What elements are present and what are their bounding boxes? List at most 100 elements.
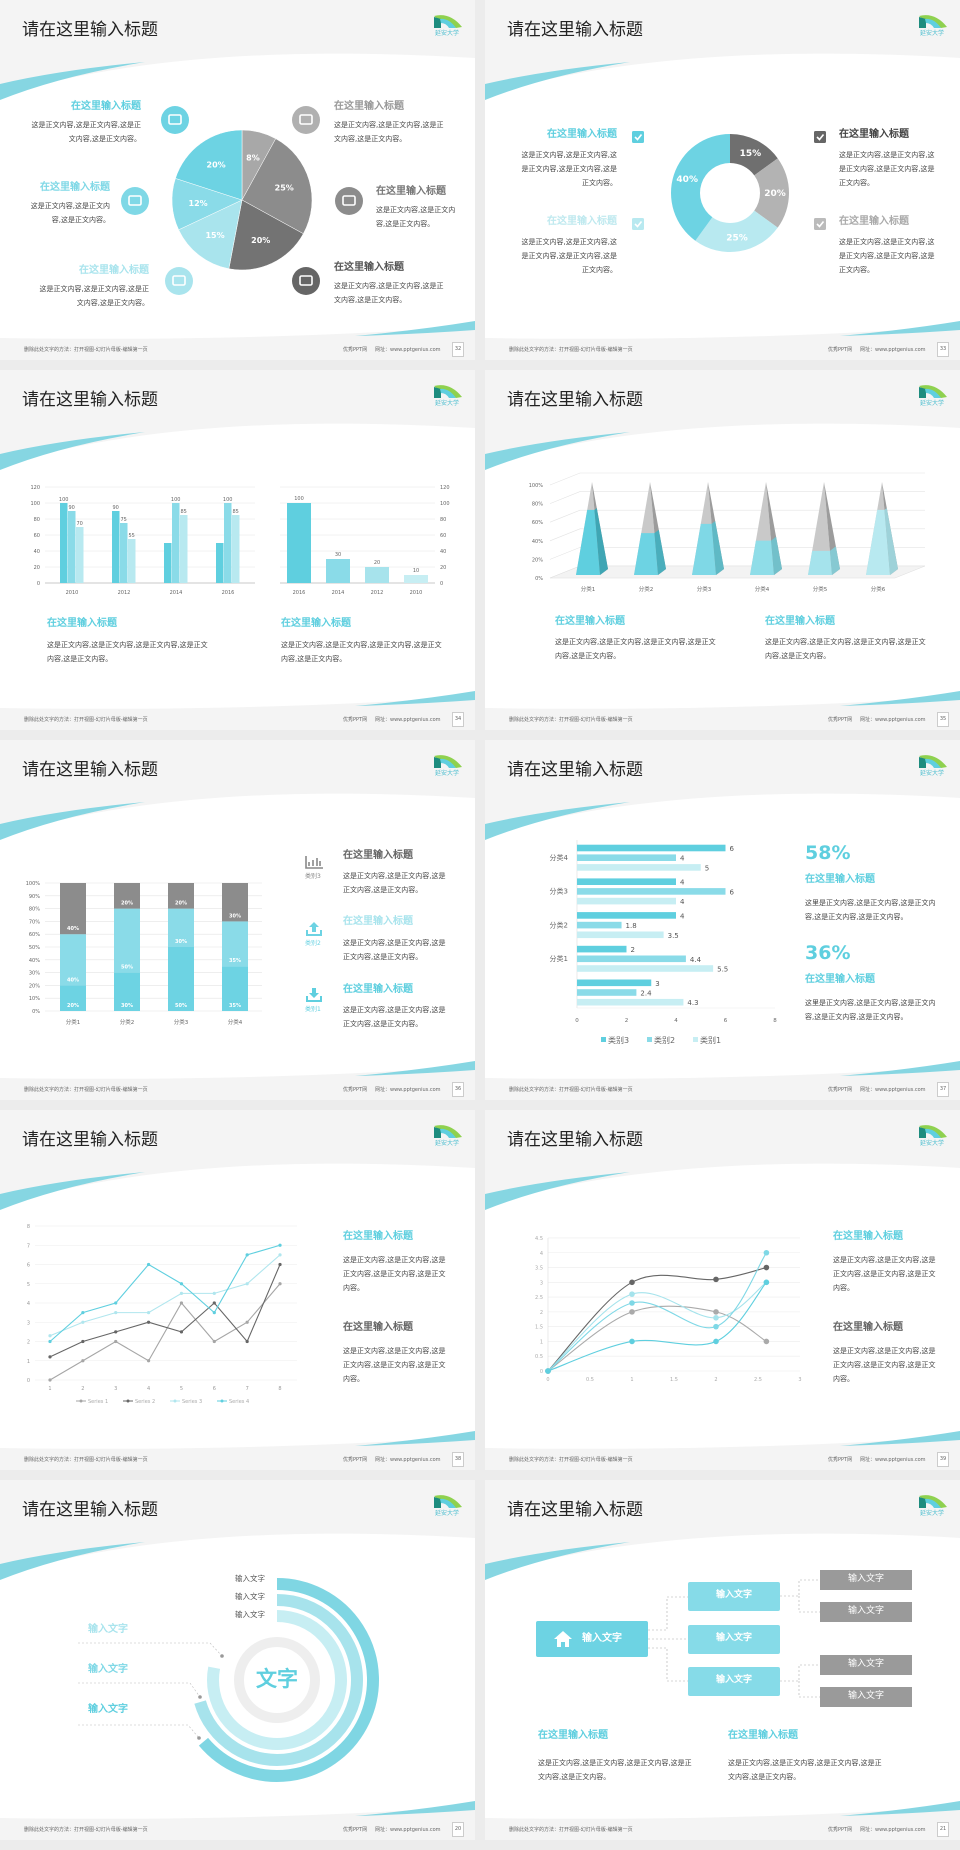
item-heading: 在这里输入标题 bbox=[334, 101, 404, 112]
item-body: 这是正文内容,这是正文内容,这是正文内容,这是正文内容,这是正文内容。 bbox=[833, 1347, 936, 1383]
data-point bbox=[245, 1253, 249, 1257]
y-tick-label: 120 bbox=[440, 485, 450, 491]
x-tick-label: 2 bbox=[625, 1018, 629, 1024]
x-tick-label: 2012 bbox=[371, 590, 384, 596]
connector-dot bbox=[220, 1654, 224, 1658]
slide-32: 请在这里输入标题 延安大学 删除此处文字的方法：打开视图-幻灯片母版-编辑第一页 优秀… bbox=[0, 0, 475, 360]
bottom-swoosh bbox=[840, 691, 960, 706]
x-tick-label: 4 bbox=[147, 1386, 150, 1392]
mid-node[interactable]: 输入文字 bbox=[688, 1625, 780, 1654]
side-label: 输入文字 bbox=[88, 1664, 128, 1675]
y-tick-label: 分类1 bbox=[550, 954, 568, 963]
segment-label: 50% bbox=[175, 1003, 187, 1009]
series-line bbox=[49, 1254, 281, 1337]
bar bbox=[577, 878, 676, 885]
x-tick-label: 2014 bbox=[170, 590, 183, 596]
download-icon bbox=[306, 988, 322, 1002]
footer-url: 网址：www.pptgenius.com bbox=[375, 347, 441, 353]
x-tick-label: 2012 bbox=[118, 590, 131, 596]
bar-value-label: 4.4 bbox=[690, 956, 702, 964]
bar-value-label: 3 bbox=[655, 980, 659, 988]
y-tick-label: 100% bbox=[529, 483, 544, 489]
mid-node[interactable]: 输入文字 bbox=[688, 1582, 780, 1611]
university-logo bbox=[919, 1495, 947, 1508]
pie-chart: 8% 25% 20% 15% 12% 20% bbox=[121, 106, 363, 295]
y-tick-label: 60 bbox=[440, 533, 446, 539]
y-tick-label: 60% bbox=[532, 520, 543, 526]
page-title: 请在这里输入标题 bbox=[507, 20, 643, 40]
ring-diagram bbox=[78, 1578, 379, 1782]
pyramid-value-fill bbox=[692, 523, 716, 575]
bottom-swoosh bbox=[840, 1431, 960, 1446]
page-title: 请在这里输入标题 bbox=[22, 1130, 158, 1150]
footer-site: 优秀PPT网 bbox=[343, 1087, 368, 1093]
bar-value-label: 5.5 bbox=[717, 966, 728, 974]
university-logo bbox=[434, 1495, 462, 1508]
data-point bbox=[146, 1262, 151, 1267]
page-title: 请在这里输入标题 bbox=[507, 760, 643, 780]
y-tick-label: 0 bbox=[27, 1378, 30, 1384]
pyramid bbox=[692, 482, 724, 575]
university-logo bbox=[919, 385, 947, 398]
data-point bbox=[81, 1339, 85, 1344]
y-tick-label: 2 bbox=[540, 1310, 543, 1316]
pyramid bbox=[866, 482, 898, 575]
bar-value-label: 10 bbox=[413, 568, 419, 574]
footer-url: 网址：www.pptgenius.com bbox=[375, 1457, 441, 1463]
logo-text: 延安大学 bbox=[920, 1510, 945, 1517]
slide-37: 请在这里输入标题 延安大学 删除此处文字的方法：打开视图-幻灯片母版-编辑第一页 优秀… bbox=[485, 740, 960, 1100]
legend-marker bbox=[220, 1399, 224, 1403]
mid-node[interactable]: 输入文字 bbox=[688, 1667, 780, 1696]
stacked-segment bbox=[60, 883, 86, 935]
leaf-node[interactable]: 输入文字 bbox=[820, 1602, 912, 1622]
leaf-node[interactable]: 输入文字 bbox=[820, 1687, 912, 1707]
y-tick-label: 10% bbox=[29, 996, 40, 1002]
bar-value-label: 6 bbox=[730, 845, 735, 853]
gridline bbox=[549, 472, 925, 486]
pyramid-value-fill bbox=[866, 509, 890, 575]
x-tick-label: 8 bbox=[773, 1018, 777, 1024]
bar-value-label: 6 bbox=[730, 888, 735, 896]
item-heading: 在这里输入标题 bbox=[547, 129, 617, 140]
footer-site: 优秀PPT网 bbox=[828, 1087, 853, 1093]
root-node[interactable]: 输入文字 bbox=[536, 1621, 648, 1657]
bar bbox=[577, 864, 701, 871]
y-tick-label: 5 bbox=[27, 1282, 30, 1288]
series-curve bbox=[547, 1281, 767, 1372]
top-swoosh bbox=[485, 1172, 630, 1210]
item-heading: 在这里输入标题 bbox=[833, 1231, 903, 1242]
y-tick-label: 3 bbox=[540, 1280, 543, 1286]
data-point bbox=[713, 1338, 719, 1345]
dashed-connector bbox=[78, 1724, 200, 1739]
x-tick-label: 5 bbox=[180, 1386, 183, 1392]
legend-label: 类别3 bbox=[608, 1035, 629, 1045]
segment-label: 40% bbox=[67, 977, 79, 983]
donut-chart: 15% 20% 25% 40% bbox=[632, 131, 826, 253]
top-swoosh bbox=[0, 62, 145, 100]
item-body: 这是正文内容,这是正文内容,这是正文内容,这是正文内容。 bbox=[343, 1006, 446, 1028]
smooth-line-chart: 0 0.5 1 1.5 2 2.5 3 3.5 4 4.5 0 0.5 1 1.5 2 2.5 3 bbox=[535, 1236, 802, 1383]
footer-note: 删除此处文字的方法：打开视图-幻灯片母版-编辑第一页 bbox=[509, 717, 633, 723]
bar-value-label: 4 bbox=[680, 898, 685, 906]
data-point bbox=[114, 1330, 118, 1334]
item-heading: 在这里输入标题 bbox=[805, 974, 875, 985]
leaf-node[interactable]: 输入文字 bbox=[820, 1570, 912, 1590]
y-tick-label: 60% bbox=[29, 932, 40, 938]
page-title: 请在这里输入标题 bbox=[22, 1500, 158, 1520]
gridline bbox=[549, 509, 925, 523]
series-line bbox=[49, 1244, 281, 1342]
top-swoosh bbox=[0, 802, 145, 840]
stacked-segment bbox=[222, 883, 248, 922]
data-point bbox=[48, 1355, 52, 1359]
data-point bbox=[278, 1243, 282, 1247]
footer-note: 删除此处文字的方法：打开视图-幻灯片母版-编辑第一页 bbox=[24, 347, 148, 353]
pie-slice bbox=[175, 129, 243, 201]
mid-label: 输入文字 bbox=[715, 1590, 752, 1600]
stat-value: 36% bbox=[805, 942, 851, 964]
university-logo bbox=[434, 15, 462, 28]
x-tick-label: 1 bbox=[48, 1386, 51, 1392]
y-tick-label: 20% bbox=[532, 557, 543, 563]
bar-value-label: 100 bbox=[294, 496, 304, 502]
y-tick-label: 70% bbox=[29, 919, 40, 925]
leaf-node[interactable]: 输入文字 bbox=[820, 1655, 912, 1675]
